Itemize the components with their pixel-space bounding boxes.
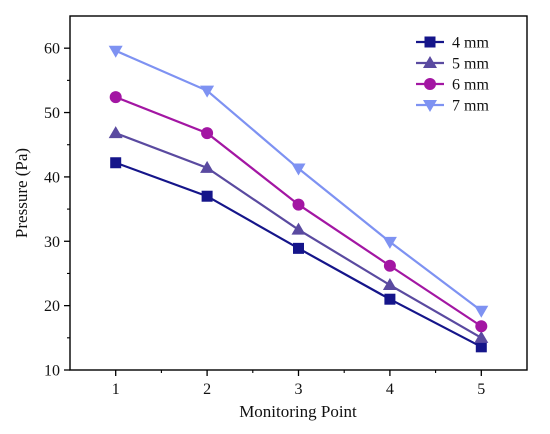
legend-label: 6 mm: [452, 77, 489, 94]
y-axis-title: Pressure (Pa): [12, 148, 31, 238]
y-tick-label: 50: [44, 105, 60, 122]
legend-marker: [423, 56, 437, 68]
y-tick-label: 60: [44, 41, 60, 58]
y-tick-label: 10: [44, 363, 60, 380]
y-tick-label: 30: [44, 234, 60, 251]
legend-marker: [424, 78, 436, 90]
x-axis: 1 2 3 4 5: [112, 370, 485, 398]
x-axis-title: Monitoring Point: [239, 402, 357, 421]
series-line: [115, 49, 482, 312]
legend-entry: 7 mm: [416, 98, 489, 115]
data-point: [201, 127, 214, 140]
x-tick-label: 1: [112, 381, 120, 398]
series-line: [115, 96, 482, 328]
series-5-mm: [108, 126, 489, 343]
data-point: [291, 222, 306, 235]
legend-entry: 6 mm: [416, 77, 489, 94]
data-point: [293, 242, 304, 254]
x-tick-label: 5: [477, 381, 485, 398]
series-7-mm: [108, 45, 489, 318]
legend: 4 mm 5 mm 6 mm 7 mm: [416, 35, 489, 115]
data-point: [383, 259, 396, 272]
legend-entry: 4 mm: [416, 35, 489, 52]
series-6-mm: [109, 91, 488, 333]
x-tick-label: 4: [386, 381, 394, 398]
x-tick-label: 3: [295, 381, 303, 398]
data-point: [201, 190, 213, 202]
data-point: [384, 293, 396, 305]
x-tick-label: 2: [203, 381, 211, 398]
data-point: [108, 45, 123, 58]
data-point: [292, 198, 305, 211]
legend-label: 7 mm: [452, 98, 489, 115]
legend-label: 4 mm: [452, 35, 489, 52]
y-axis: 10 20 30 40 50 60: [44, 41, 70, 380]
legend-marker: [424, 36, 436, 48]
y-tick-label: 20: [44, 298, 60, 315]
series-layer: [108, 45, 489, 353]
y-tick-label: 40: [44, 169, 60, 186]
data-point: [108, 126, 123, 139]
series-line: [115, 161, 482, 348]
series-4-mm: [110, 157, 487, 353]
data-point: [291, 163, 306, 176]
data-point: [200, 85, 215, 98]
legend-label: 5 mm: [452, 56, 489, 73]
data-point: [110, 157, 122, 169]
legend-entry: 5 mm: [416, 56, 489, 73]
data-point: [200, 160, 215, 173]
data-point: [475, 320, 488, 333]
data-point: [382, 236, 397, 249]
legend-marker: [423, 100, 437, 112]
data-point: [475, 341, 487, 353]
data-point: [474, 330, 489, 343]
data-point: [109, 91, 122, 104]
data-point: [474, 305, 489, 318]
data-point: [382, 278, 397, 291]
